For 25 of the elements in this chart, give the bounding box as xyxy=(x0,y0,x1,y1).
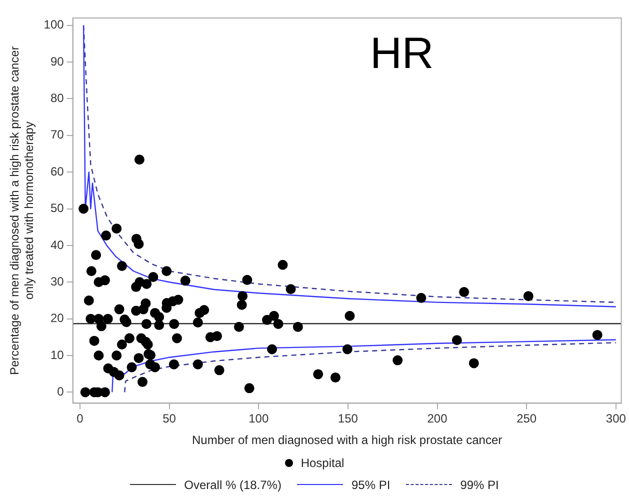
y-tick-label: 90 xyxy=(50,54,64,68)
y-axis-title: Percentage of men diagnosed with a high risk prostate cancer only treated with hormonotherapy xyxy=(8,46,36,376)
chart-title: HR xyxy=(370,29,434,78)
y-tick-label: 100 xyxy=(44,18,64,32)
x-tick-label: 300 xyxy=(606,412,626,426)
y-tick-label: 10 xyxy=(50,348,64,362)
x-tick-label: 150 xyxy=(338,412,358,426)
y-tick-label: 50 xyxy=(50,201,64,216)
y-tick-label: 80 xyxy=(50,91,64,106)
x-tick-label: 200 xyxy=(427,412,448,426)
x-tick-label: 0 xyxy=(76,412,84,426)
legend-label: 95% PI xyxy=(351,478,390,492)
y-tick-label: 70 xyxy=(50,128,64,142)
y-tick-label: 0 xyxy=(57,384,64,399)
legend-label: Hospital xyxy=(300,456,344,470)
y-tick-label: 20 xyxy=(50,311,64,326)
legend-label: 99% PI xyxy=(460,478,499,492)
legend-label: Overall % (18.7%) xyxy=(184,478,282,492)
x-tick-label: 100 xyxy=(248,412,269,426)
x-tick-label: 50 xyxy=(162,412,176,426)
x-axis-title: Number of men diagnosed with a high risk prostate cancer xyxy=(192,433,502,448)
y-tick-label: 60 xyxy=(50,164,64,178)
y-tick-label: 30 xyxy=(50,274,64,288)
x-tick-label: 250 xyxy=(516,412,537,426)
y-tick-label: 40 xyxy=(50,238,64,252)
